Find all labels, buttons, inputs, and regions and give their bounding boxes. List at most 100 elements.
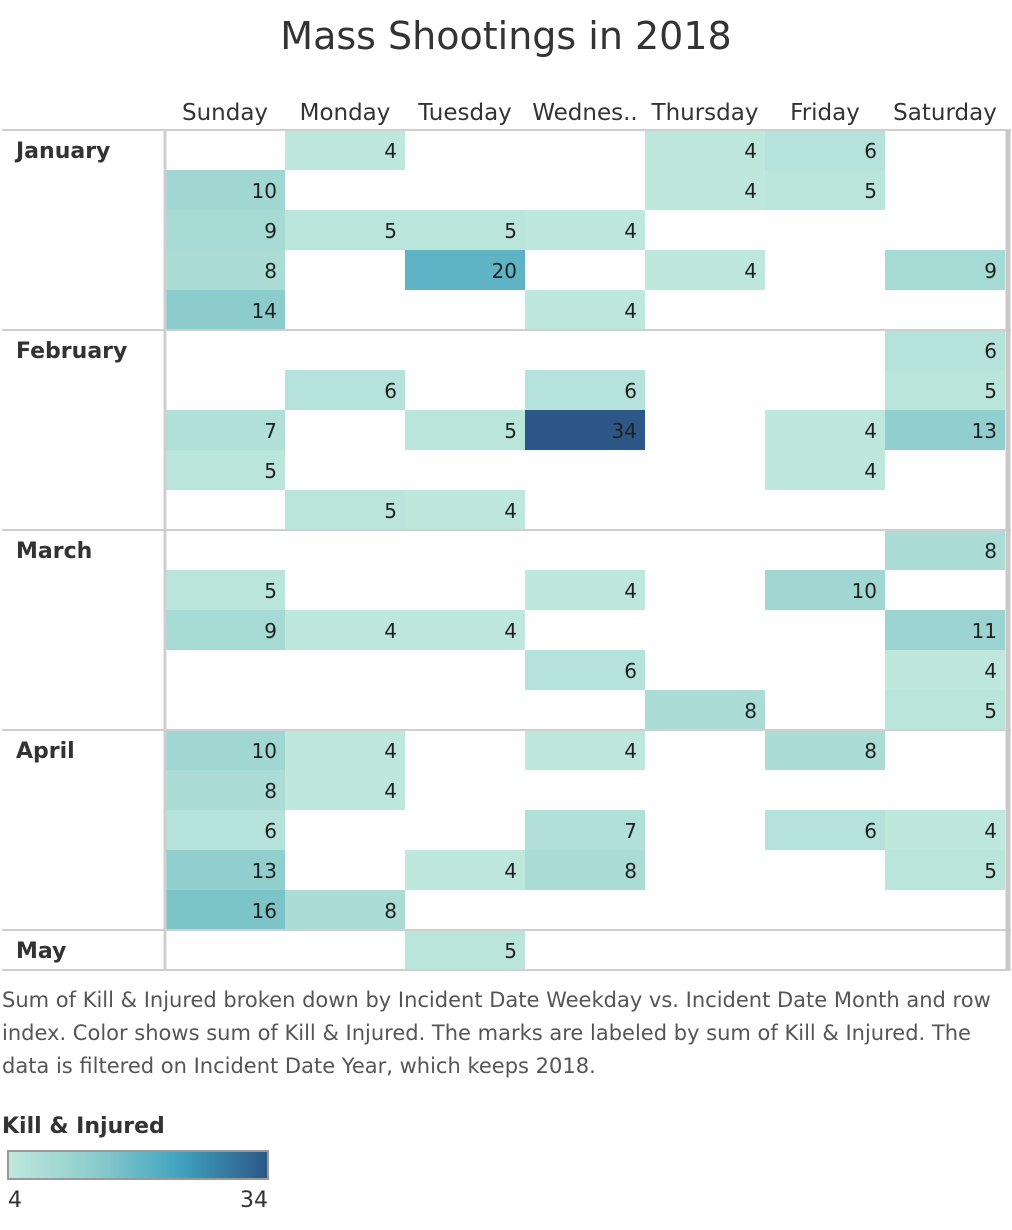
cell-value-label: 5 <box>864 179 877 203</box>
cell-value-label: 5 <box>384 219 397 243</box>
cell-value-label: 6 <box>384 379 397 403</box>
heatmap-cell <box>165 450 285 490</box>
cell-value-label: 4 <box>504 619 517 643</box>
cell-value-label: 4 <box>624 579 637 603</box>
cell-value-label: 5 <box>984 379 997 403</box>
heatmap-cell <box>285 370 405 410</box>
heatmap-cell <box>885 530 1005 570</box>
cell-value-label: 5 <box>384 499 397 523</box>
heatmap-cell <box>165 770 285 810</box>
cell-value-label: 6 <box>864 139 877 163</box>
cell-value-label: 4 <box>384 739 397 763</box>
cell-value-label: 6 <box>624 659 637 683</box>
heatmap-cell <box>885 250 1005 290</box>
cell-value-label: 4 <box>384 139 397 163</box>
heatmap-cell <box>285 130 405 170</box>
heatmap-cell <box>525 850 645 890</box>
heatmap-cell <box>165 170 285 210</box>
heatmap-cell <box>765 810 885 850</box>
cell-value-label: 10 <box>252 739 277 763</box>
cell-value-label: 4 <box>864 459 877 483</box>
heatmap-cell <box>285 730 405 770</box>
heatmap-cell <box>285 890 405 930</box>
cell-value-label: 8 <box>864 739 877 763</box>
month-label: April <box>16 739 75 764</box>
cell-value-label: 8 <box>384 899 397 923</box>
heatmap-cell <box>525 210 645 250</box>
cell-value-label: 4 <box>504 499 517 523</box>
heatmap-cell <box>885 690 1005 730</box>
grid-layer <box>2 129 1011 971</box>
heatmap-cell <box>405 610 525 650</box>
heatmap-cell <box>405 850 525 890</box>
cell-value-label: 9 <box>264 219 277 243</box>
cell-value-label: 5 <box>984 859 997 883</box>
heatmap-cell <box>165 730 285 770</box>
heatmap-cell <box>885 330 1005 370</box>
heatmap-cell <box>165 410 285 450</box>
cell-value-label: 4 <box>744 179 757 203</box>
labels-layer: Sunday Monday Tuesday Wednes.. Thursday Frida… <box>14 100 997 964</box>
heatmap-cell <box>285 770 405 810</box>
heatmap-cell <box>765 410 885 450</box>
cell-value-label: 4 <box>744 259 757 283</box>
heatmap-cell <box>165 250 285 290</box>
column-header: Thursday <box>651 100 759 126</box>
cell-value-label: 8 <box>264 259 277 283</box>
heatmap-cell <box>765 170 885 210</box>
heatmap-cell <box>765 130 885 170</box>
column-header: Friday <box>790 100 860 126</box>
heatmap-cell <box>525 410 645 450</box>
cell-value-label: 7 <box>624 819 637 843</box>
column-header: Saturday <box>893 100 997 126</box>
cell-value-label: 8 <box>264 779 277 803</box>
cell-value-label: 4 <box>504 859 517 883</box>
heatmap-cell <box>165 850 285 890</box>
heatmap-cell <box>525 290 645 330</box>
heatmap-cell <box>645 170 765 210</box>
cell-value-label: 7 <box>264 419 277 443</box>
heatmap-cell <box>405 930 525 970</box>
cell-value-label: 4 <box>624 299 637 323</box>
cell-value-label: 10 <box>852 579 877 603</box>
month-label: February <box>16 339 127 364</box>
cell-value-label: 4 <box>984 819 997 843</box>
heatmap-cell <box>525 570 645 610</box>
heatmap-cell <box>885 650 1005 690</box>
heatmap-cell <box>165 610 285 650</box>
column-header: Tuesday <box>417 100 512 126</box>
cell-value-label: 6 <box>624 379 637 403</box>
cell-value-label: 10 <box>252 179 277 203</box>
heatmap-cell <box>765 730 885 770</box>
cell-value-label: 14 <box>252 299 277 323</box>
cell-value-label: 13 <box>252 859 277 883</box>
heatmap-cell <box>525 730 645 770</box>
heatmap-cell <box>405 210 525 250</box>
column-header: Monday <box>300 100 391 126</box>
heatmap-cell <box>645 250 765 290</box>
cell-value-label: 5 <box>264 579 277 603</box>
heatmap-cell <box>645 130 765 170</box>
cell-value-label: 4 <box>984 659 997 683</box>
heatmap-cell <box>765 570 885 610</box>
cells-layer <box>165 130 1005 970</box>
heatmap-cell <box>165 210 285 250</box>
heatmap-cell <box>165 570 285 610</box>
cell-value-label: 5 <box>504 939 517 963</box>
heatmap-cell <box>165 810 285 850</box>
cell-value-label: 5 <box>504 219 517 243</box>
heatmap-cell <box>405 490 525 530</box>
month-label: May <box>16 939 66 964</box>
heatmap-cell <box>645 690 765 730</box>
heatmap-cell <box>525 370 645 410</box>
chart-title: Mass Shootings in 2018 <box>280 14 732 58</box>
cell-value-label: 4 <box>384 779 397 803</box>
heatmap-cell <box>885 850 1005 890</box>
cell-value-label: 5 <box>504 419 517 443</box>
column-header: Wednes.. <box>532 100 637 126</box>
cell-value-label: 8 <box>984 539 997 563</box>
cell-value-label: 9 <box>984 259 997 283</box>
cell-value-label: 16 <box>252 899 277 923</box>
heatmap-cell <box>885 410 1005 450</box>
cell-value-label: 4 <box>624 739 637 763</box>
